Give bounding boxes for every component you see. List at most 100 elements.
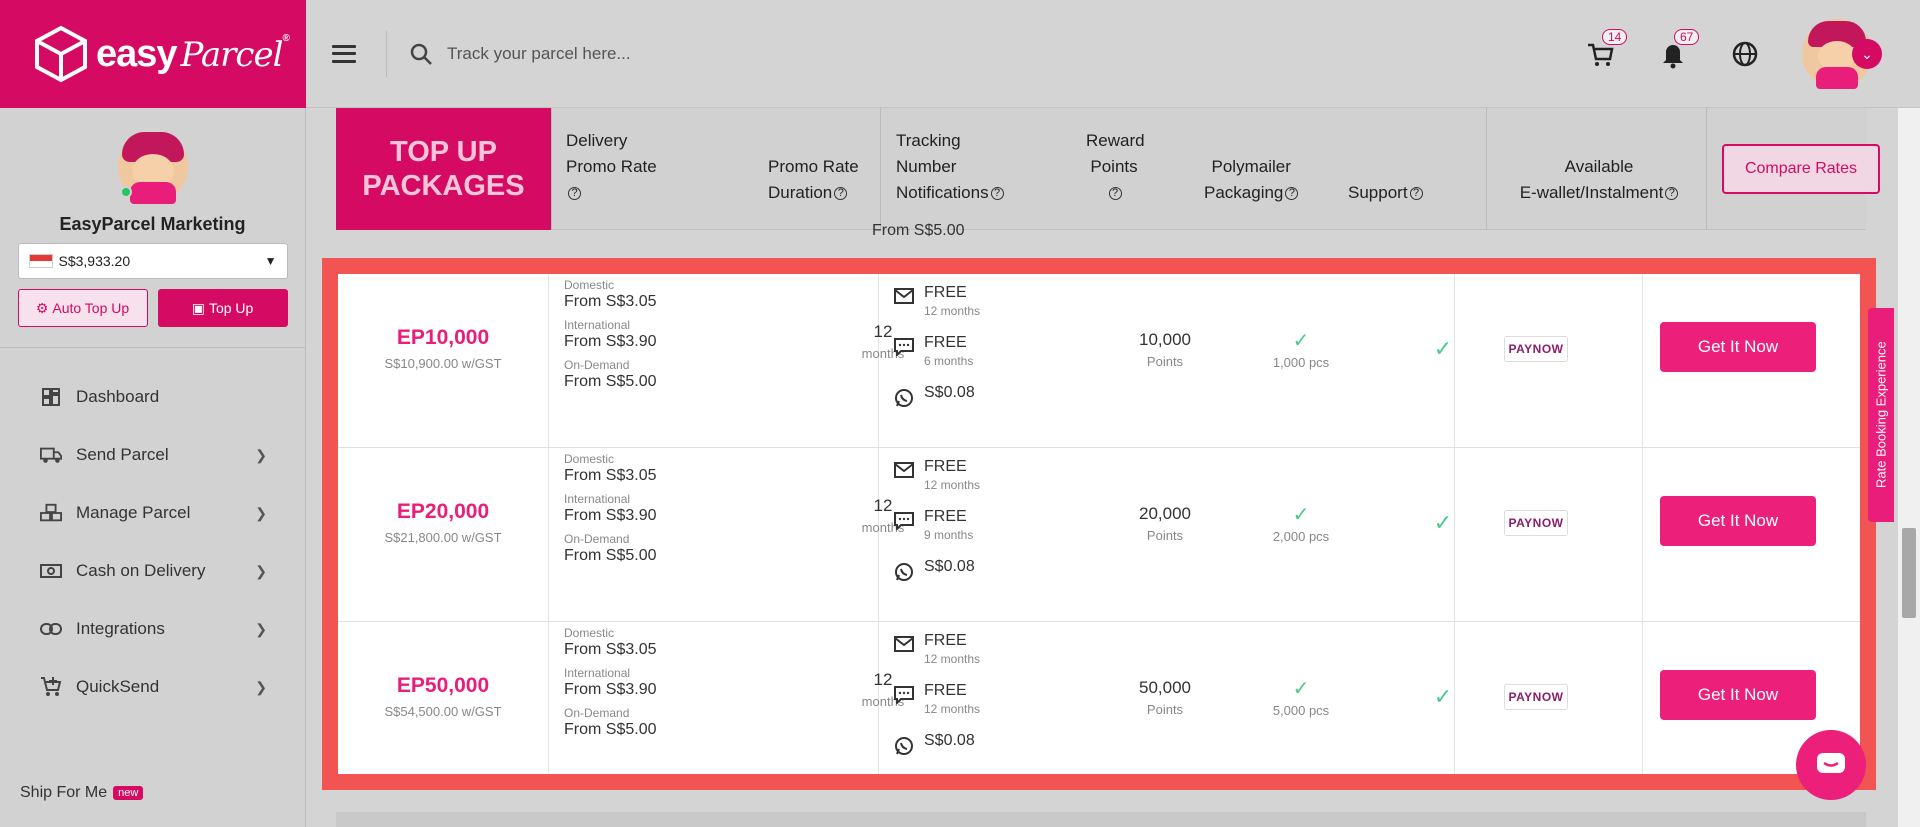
email-icon: [894, 636, 914, 652]
chevron-down-icon: ▼: [264, 254, 277, 268]
chevron-right-icon: ❯: [255, 446, 267, 463]
header-polymailer-packaging: Polymailer Packaging?: [1204, 154, 1299, 206]
chevron-down-icon: ⌄: [1852, 39, 1882, 69]
tracking-notifications: FREE 12 months FREE 9 months S$0.08: [894, 458, 980, 608]
top-header: 14 67 ⌄: [306, 0, 1920, 108]
scrollbar-thumb[interactable]: [1902, 528, 1916, 618]
online-status-dot: [119, 186, 132, 198]
auto-top-up-button[interactable]: ⚙ Auto Top Up: [17, 289, 148, 327]
sidebar-nav: Dashboard Send Parcel ❯ Manage Parcel ❯ …: [0, 368, 305, 716]
reward-points: 50,000 Points: [1139, 678, 1191, 717]
header-tracking-notifications: Tracking Number Notifications?: [896, 128, 1004, 206]
polymailer-packaging: ✓ 1,000 pcs: [1226, 328, 1376, 370]
help-icon[interactable]: ?: [1285, 187, 1299, 200]
dashboard-icon: [40, 386, 62, 408]
header-promo-rate-duration: Promo Rate Duration?: [768, 157, 859, 202]
sidebar-item-quicksend[interactable]: QuickSend ❯: [0, 658, 305, 716]
brand-wordmark: easy Parcel®: [96, 32, 290, 75]
paynow-logo: PAYNOW: [1504, 510, 1568, 536]
sidebar-item-integrations[interactable]: Integrations ❯: [0, 600, 305, 658]
link-icon: [40, 618, 62, 640]
email-icon: [894, 462, 914, 478]
chevron-right-icon: ❯: [255, 678, 267, 695]
menu-icon[interactable]: [332, 44, 356, 63]
sidebar-item-cash-on-delivery[interactable]: Cash on Delivery ❯: [0, 542, 305, 600]
paynow-logo: PAYNOW: [1504, 336, 1568, 362]
table-body: EP10,000 S$10,900.00 w/GST Domestic From …: [338, 274, 1860, 774]
header-delivery-promo-rate: Delivery Promo Rate?: [566, 131, 657, 200]
next-section-edge: [336, 812, 1866, 827]
sidebar-item-manage-parcel[interactable]: Manage Parcel ❯: [0, 484, 305, 542]
cart-icon: [1588, 43, 1614, 66]
whatsapp-icon: [895, 563, 913, 581]
user-avatar-menu[interactable]: ⌄: [1802, 19, 1882, 89]
package-price: S$54,500.00 w/GST: [384, 704, 502, 719]
reward-points: 10,000 Points: [1139, 330, 1191, 369]
header-reward-points: Reward Points?: [1086, 131, 1145, 200]
help-icon[interactable]: ?: [1665, 187, 1679, 200]
get-it-now-button[interactable]: Get It Now: [1660, 496, 1816, 546]
help-icon[interactable]: ?: [1108, 187, 1122, 200]
tracking-notifications: FREE 12 months FREE 12 months S$0.08: [894, 632, 980, 782]
sms-icon: [894, 512, 914, 530]
search-icon: [410, 43, 432, 65]
header-available-ewallet: Available E-wallet/Instalment?: [1484, 154, 1714, 206]
balance-value: S$3,933.20: [58, 253, 131, 269]
notification-count-badge: 67: [1674, 29, 1700, 45]
delivery-rates: Domestic From S$3.05 International From S$…: [564, 452, 657, 564]
avatar[interactable]: [117, 132, 188, 204]
package-price: S$10,900.00 w/GST: [384, 356, 502, 371]
help-icon[interactable]: ?: [834, 187, 848, 200]
rate-booking-experience-tab[interactable]: Rate Booking Experience: [1868, 308, 1894, 522]
scrolled-rate-text: From S$5.00: [872, 222, 965, 239]
balance-dropdown[interactable]: S$3,933.20 ▼: [17, 243, 288, 279]
table-row: EP20,000 S$21,800.00 w/GST Domestic From …: [338, 448, 1860, 622]
divider: [386, 30, 387, 77]
ship-for-me-link[interactable]: Ship For Me new: [20, 784, 144, 802]
help-icon[interactable]: ?: [568, 187, 581, 200]
boxes-icon: [40, 502, 62, 524]
table-row: EP10,000 S$10,900.00 w/GST Domestic From …: [338, 274, 1860, 448]
chevron-right-icon: ❯: [255, 620, 267, 637]
divider: [0, 347, 305, 348]
table-header: TOP UP PACKAGES Delivery Promo Rate? Promo…: [336, 108, 1880, 230]
whatsapp-icon: [895, 389, 913, 407]
support-check-icon: ✓: [1433, 510, 1453, 535]
language-button[interactable]: [1730, 39, 1760, 69]
sidebar-item-dashboard[interactable]: Dashboard: [0, 368, 305, 426]
reward-points: 20,000 Points: [1139, 504, 1191, 543]
polymailer-packaging: ✓ 5,000 pcs: [1226, 676, 1376, 718]
page-scrollbar[interactable]: [1898, 108, 1920, 827]
notifications-button[interactable]: 67: [1658, 29, 1700, 69]
help-icon[interactable]: ?: [990, 187, 1004, 200]
top-up-packages-table: TOP UP PACKAGES Delivery Promo Rate? Promo…: [306, 108, 1898, 827]
compare-rates-button[interactable]: Compare Rates: [1722, 144, 1880, 194]
profile-section: EasyParcel Marketing S$3,933.20 ▼ ⚙ Auto…: [0, 108, 305, 327]
chevron-right-icon: ❯: [255, 504, 267, 521]
top-up-button[interactable]: ▣ Top Up: [157, 289, 288, 327]
cart-plus-icon: [40, 676, 62, 698]
whatsapp-icon: [895, 737, 913, 755]
sidebar-item-send-parcel[interactable]: Send Parcel ❯: [0, 426, 305, 484]
sms-icon: [894, 686, 914, 704]
chat-button[interactable]: [1796, 730, 1866, 800]
get-it-now-button[interactable]: Get It Now: [1660, 670, 1816, 720]
check-icon: ✓: [1292, 504, 1310, 526]
delivery-rates: Domestic From S$3.05 International From S$…: [564, 626, 657, 738]
singapore-flag-icon: [28, 254, 53, 268]
chat-bubble-icon: [1817, 753, 1845, 773]
gear-icon: ⚙: [35, 299, 49, 316]
delivery-rates: Domestic From S$3.05 International From S$…: [564, 278, 657, 390]
cube-logo-icon: [35, 25, 87, 83]
truck-icon: [40, 444, 62, 466]
table-title: TOP UP PACKAGES: [336, 108, 551, 230]
bell-icon: [1663, 45, 1683, 69]
track-parcel-search-input[interactable]: [447, 43, 1047, 64]
tracking-notifications: FREE 12 months FREE 6 months S$0.08: [894, 284, 980, 434]
sidebar: easy Parcel® EasyParcel Marketing S$3,933…: [0, 0, 306, 827]
help-icon[interactable]: ?: [1409, 187, 1423, 200]
promo-duration: 12 months: [861, 496, 905, 535]
brand-logo[interactable]: easy Parcel®: [0, 0, 306, 108]
get-it-now-button[interactable]: Get It Now: [1660, 322, 1816, 372]
cart-button[interactable]: 14: [1586, 29, 1628, 69]
